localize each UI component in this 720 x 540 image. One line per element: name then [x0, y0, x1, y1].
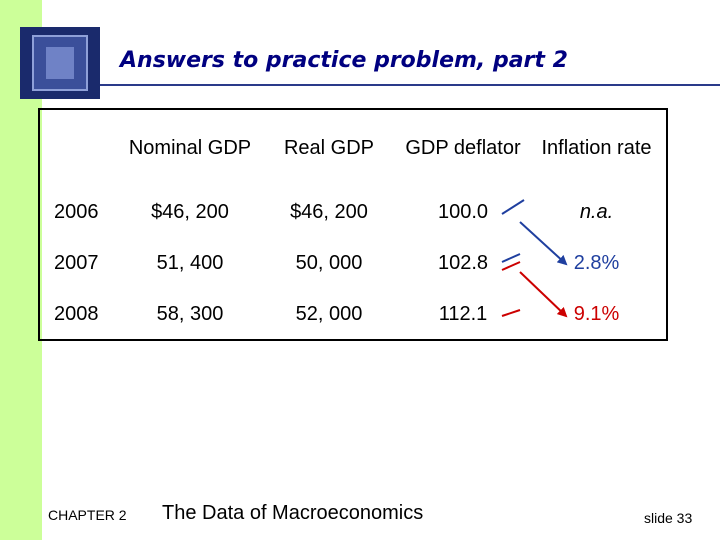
header-inflation-rate: Inflation rate	[541, 137, 652, 159]
header-real-gdp: Real GDP	[283, 137, 375, 159]
header-gdp-deflator: GDP deflator	[405, 137, 521, 159]
real-gdp-cell: 52, 000	[295, 302, 363, 325]
gdp-deflator-cell: 100.0	[437, 201, 489, 223]
footer-title: The Data of Macroeconomics	[162, 502, 424, 524]
table-row: 2006 $46, 200 $46, 200 100.0 n.a.	[39, 187, 667, 238]
title-divider	[100, 84, 720, 86]
footer-chapter: CHAPTER 2	[48, 507, 127, 523]
gdp-deflator-cell: 112.1	[438, 302, 488, 325]
year-cell: 2006	[54, 201, 99, 223]
gdp-deflator-cell: 102.8	[437, 252, 489, 274]
nominal-gdp-cell: 58, 300	[156, 302, 224, 325]
table-row: 2007 51, 400 50, 000 102.8 2.8%	[39, 238, 667, 289]
slide-title: Answers to practice problem, part 2	[120, 48, 568, 73]
inflation-rate-cell: n.a.	[579, 201, 614, 223]
header-nominal-gdp: Nominal GDP	[128, 137, 252, 159]
real-gdp-cell: $46, 200	[290, 201, 368, 223]
inflation-rate-cell: 2.8%	[573, 252, 620, 274]
slide-number: slide 33	[644, 510, 693, 526]
chapter-logo-icon	[20, 27, 100, 99]
nominal-gdp-cell: $46, 200	[151, 201, 229, 223]
inflation-rate-cell: 9.1%	[573, 302, 620, 325]
real-gdp-cell: 50, 000	[295, 252, 363, 274]
gdp-table: Nominal GDP Real GDP GDP deflator Inflat…	[38, 108, 668, 341]
table-header-row: Nominal GDP Real GDP GDP deflator Inflat…	[39, 109, 667, 187]
nominal-gdp-cell: 51, 400	[156, 252, 224, 274]
year-cell: 2007	[54, 252, 99, 274]
table-row: 2008 58, 300 52, 000 112.1 9.1%	[39, 289, 667, 340]
header-year	[39, 109, 121, 187]
year-cell: 2008	[54, 302, 99, 325]
